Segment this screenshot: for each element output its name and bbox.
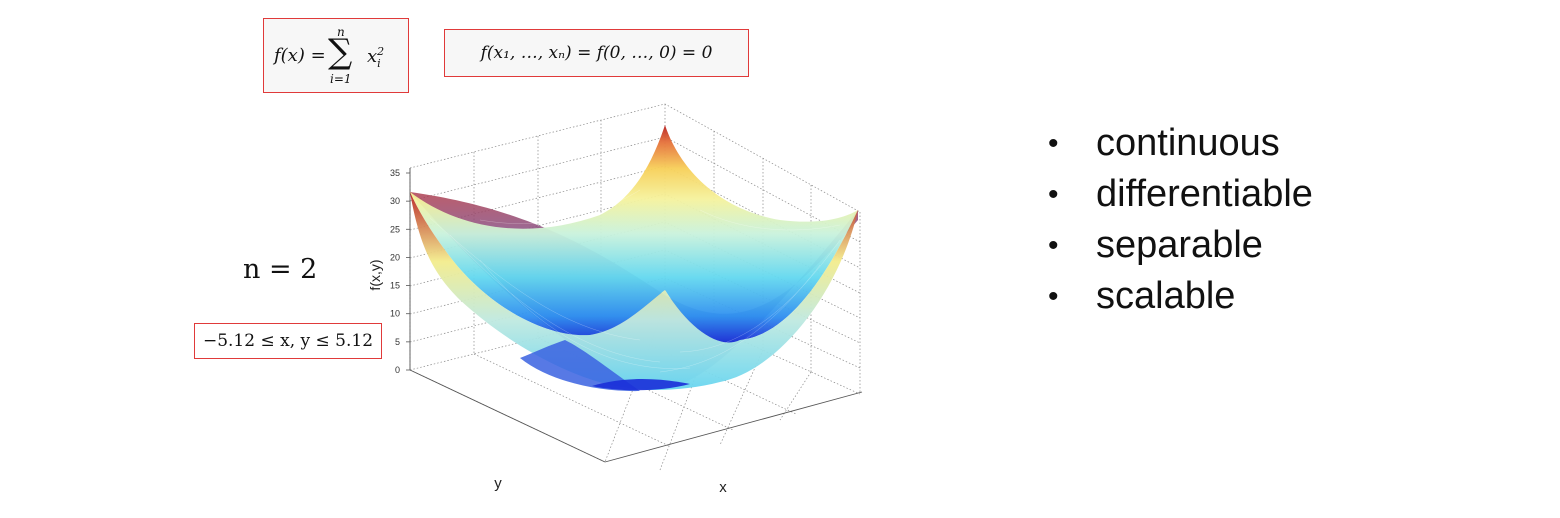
z-tick-label: 25 [390,224,400,234]
minimum-formula: f(x₁, …, xₙ) = f(0, …, 0) = 0 [480,43,713,63]
x-axis-label: x [719,479,727,496]
z-tick-label: 15 [390,281,400,291]
definition-formula-box: f(x) = n ∑ i=1 x2i [263,18,409,93]
sum-lower-limit: i=1 [330,72,352,86]
y-axis-label: y [494,475,502,492]
z-tick-label: 0 [395,365,400,375]
property-item: scalable [1048,271,1313,322]
z-tick-labels: 0 5 10 15 20 25 30 35 [390,168,410,375]
z-tick-label: 30 [390,196,400,206]
minimum-formula-box: f(x₁, …, xₙ) = f(0, …, 0) = 0 [444,29,749,77]
z-tick-label: 35 [390,168,400,178]
surface-plot: 0 5 10 15 20 25 30 35 f(x,y) y x [360,100,880,510]
z-tick-label: 10 [390,309,400,319]
dimension-label: n = 2 [243,254,318,285]
sum-term-index: i [377,56,381,70]
property-item: separable [1048,220,1313,271]
domain-formula: −5.12 ≤ x, y ≤ 5.12 [202,331,374,351]
property-item: continuous [1048,118,1313,169]
sum-term: x2i [367,45,385,70]
domain-formula-box: −5.12 ≤ x, y ≤ 5.12 [194,323,382,359]
sum-symbol: ∑ [328,32,353,72]
plot-axes [409,168,863,463]
surface-mesh [410,125,858,392]
z-axis-label: f(x,y) [367,259,383,290]
z-tick-label: 20 [390,252,400,262]
sum-term-exponent: 2 [377,45,385,58]
sum-upper-limit: n [337,25,345,39]
property-item: differentiable [1048,169,1313,220]
sum-term-base: x [367,46,378,67]
definition-lhs: f(x) = [274,45,326,66]
z-tick-label: 5 [395,337,400,347]
properties-list: continuous differentiable separable scal… [1048,118,1313,322]
surface-plot-svg: 0 5 10 15 20 25 30 35 f(x,y) y x [367,103,863,496]
